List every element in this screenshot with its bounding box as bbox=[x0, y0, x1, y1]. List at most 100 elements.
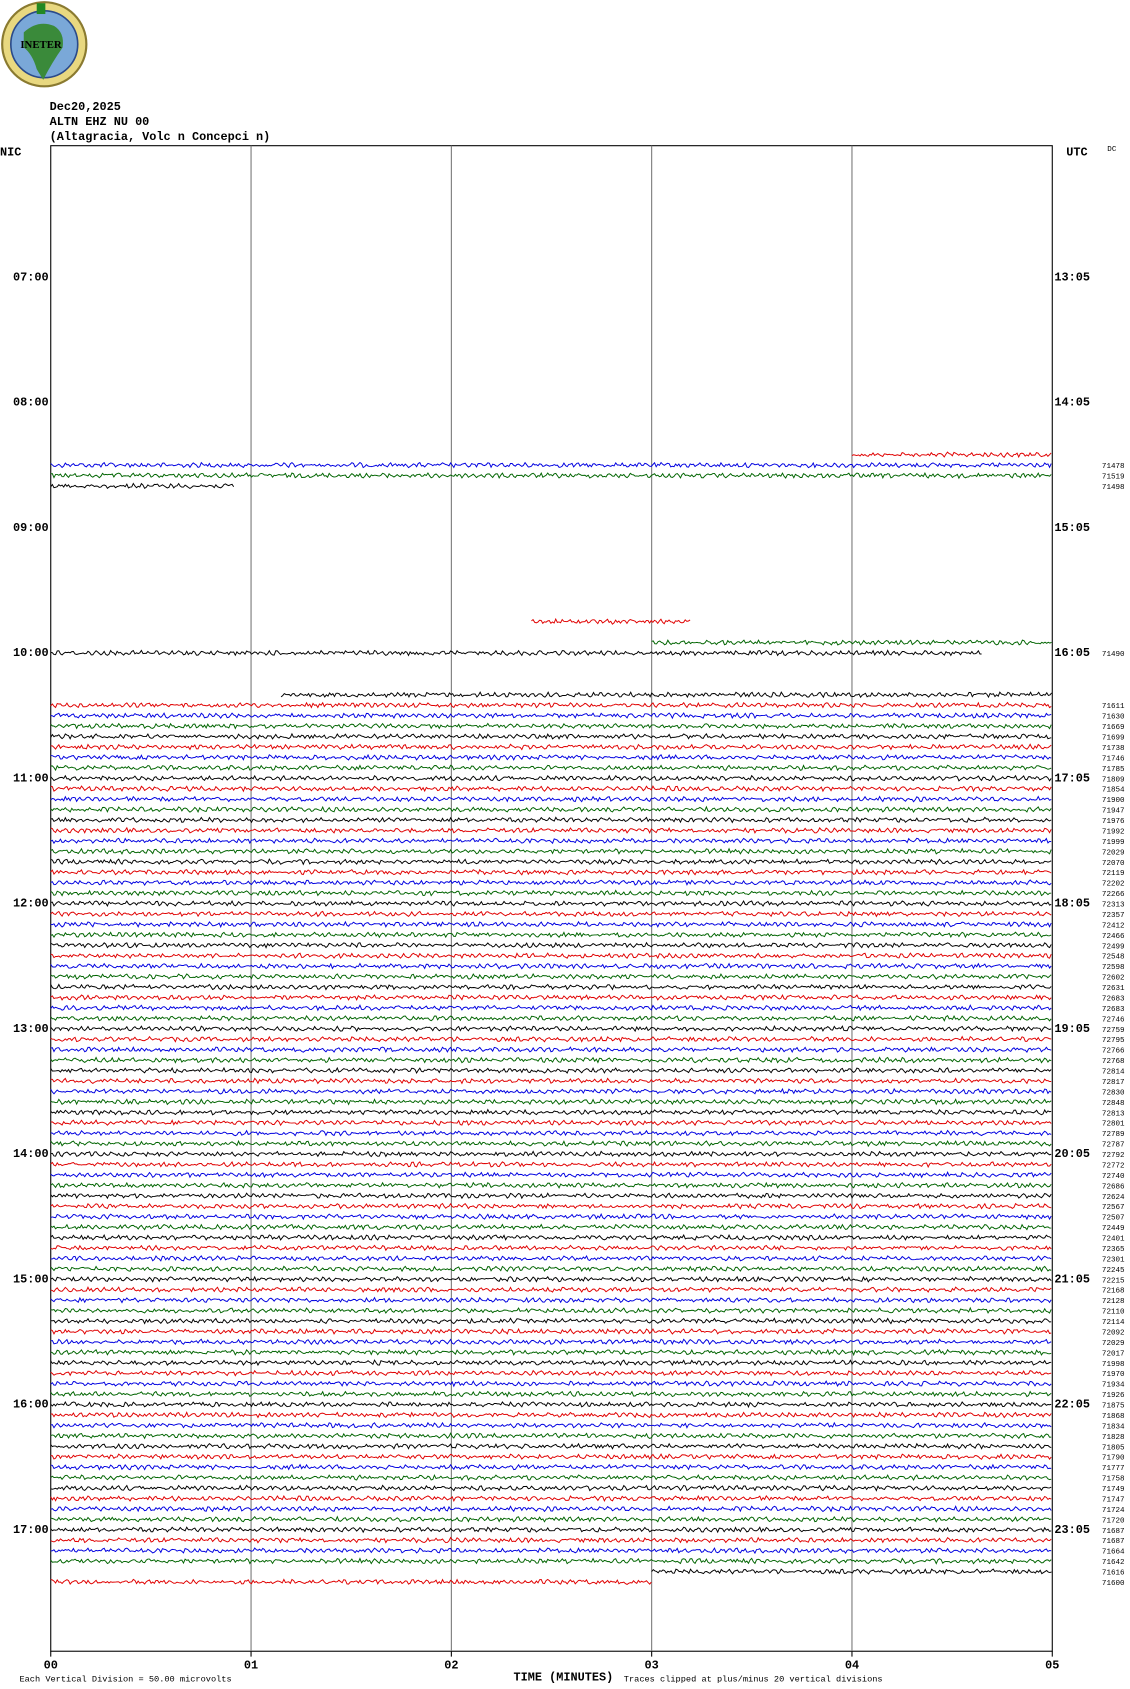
trace bbox=[50, 920, 1052, 929]
trace bbox=[50, 826, 1052, 834]
scale-note: Each Vertical Division = 50.00 microvolt… bbox=[19, 1675, 231, 1685]
dc-label: 71805 bbox=[1102, 1444, 1125, 1452]
trace bbox=[50, 1004, 1052, 1012]
trace bbox=[50, 931, 1052, 939]
dc-label: 71875 bbox=[1102, 1403, 1125, 1411]
dc-label: 71999 bbox=[1102, 839, 1125, 847]
dc-label: 71498 bbox=[1102, 484, 1125, 492]
y-tick-label: 12:00 bbox=[13, 897, 49, 911]
logo-flag bbox=[36, 3, 46, 15]
y-tick-label: 16:00 bbox=[13, 1398, 49, 1412]
logo-text: INETER bbox=[20, 39, 62, 51]
dc-label: 72683 bbox=[1102, 1006, 1125, 1014]
trace bbox=[50, 471, 1052, 480]
dc-label: 71854 bbox=[1102, 787, 1125, 795]
dc-label: 72683 bbox=[1102, 995, 1125, 1003]
y-tick-label: 08:00 bbox=[13, 396, 49, 410]
trace bbox=[50, 1369, 1052, 1377]
plot-frame bbox=[50, 145, 1053, 1652]
dc-label: 71758 bbox=[1102, 1476, 1125, 1484]
dc-label: 72499 bbox=[1102, 943, 1125, 951]
dc-label: 72110 bbox=[1102, 1309, 1125, 1317]
trace bbox=[50, 1098, 1052, 1106]
trace bbox=[50, 1056, 1052, 1064]
trace bbox=[280, 691, 1052, 699]
trace bbox=[50, 1087, 1052, 1095]
trace bbox=[50, 816, 1052, 824]
trace bbox=[50, 1212, 1052, 1221]
trace bbox=[50, 1536, 1052, 1544]
dc-label: 72814 bbox=[1102, 1069, 1125, 1077]
left-zone: NIC bbox=[0, 145, 21, 159]
trace bbox=[50, 1181, 1052, 1189]
trace bbox=[50, 1077, 1052, 1085]
y2-tick-label: 17:05 bbox=[1054, 771, 1090, 785]
y2-tick-label: 22:05 bbox=[1054, 1398, 1090, 1412]
trace bbox=[651, 1568, 1052, 1576]
trace bbox=[851, 451, 1052, 459]
dc-label: 72631 bbox=[1102, 985, 1125, 993]
right-zone: UTC bbox=[1066, 145, 1087, 159]
title-line: (Altagracia, Volc n Concepci n) bbox=[50, 130, 271, 144]
trace bbox=[50, 1160, 1052, 1169]
trace bbox=[50, 1296, 1052, 1304]
dc-label: 71868 bbox=[1102, 1413, 1125, 1421]
trace bbox=[50, 1484, 1052, 1492]
dc-label: 71749 bbox=[1102, 1486, 1125, 1494]
dc-label: 72449 bbox=[1102, 1225, 1125, 1233]
clip-note: Traces clipped at plus/minus 20 vertical… bbox=[624, 1675, 883, 1685]
dc-label: 71900 bbox=[1102, 797, 1125, 805]
dc-label: 72466 bbox=[1102, 933, 1125, 941]
dc-label: 72795 bbox=[1102, 1037, 1125, 1045]
x-tick-label: 01 bbox=[244, 1658, 258, 1672]
x-tick-label: 02 bbox=[444, 1658, 458, 1672]
y-tick-label: 11:00 bbox=[13, 771, 49, 785]
dc-label: 71687 bbox=[1102, 1528, 1125, 1536]
trace bbox=[50, 962, 1052, 970]
trace bbox=[50, 1338, 1052, 1346]
dc-label: 72029 bbox=[1102, 1340, 1125, 1348]
dc-label: 71998 bbox=[1102, 1361, 1125, 1369]
trace bbox=[50, 1108, 1052, 1116]
dc-label: 72266 bbox=[1102, 891, 1125, 899]
y-tick-label: 15:00 bbox=[13, 1272, 49, 1286]
dc-label: 71834 bbox=[1102, 1423, 1125, 1431]
trace bbox=[50, 482, 235, 490]
y-tick-label: 10:00 bbox=[13, 646, 49, 660]
dc-label: 72168 bbox=[1102, 1288, 1125, 1296]
dc-label: 72412 bbox=[1102, 922, 1125, 930]
trace bbox=[50, 1547, 1052, 1555]
dc-label: 71828 bbox=[1102, 1434, 1125, 1442]
y-tick-label: 13:00 bbox=[13, 1022, 49, 1036]
dc-label: 72401 bbox=[1102, 1236, 1125, 1244]
dc-label: 72830 bbox=[1102, 1089, 1125, 1097]
trace bbox=[50, 1515, 1052, 1523]
dc-label: 72365 bbox=[1102, 1246, 1125, 1254]
logo-land bbox=[23, 23, 63, 80]
dc-label: 71992 bbox=[1102, 828, 1125, 836]
dc-label: 71478 bbox=[1102, 463, 1125, 471]
trace bbox=[50, 1035, 1052, 1043]
trace bbox=[50, 1411, 1052, 1419]
trace bbox=[50, 805, 1052, 814]
trace bbox=[50, 1265, 1052, 1273]
dc-label: 71600 bbox=[1102, 1580, 1125, 1588]
dc-label: 72792 bbox=[1102, 1152, 1125, 1160]
dc-label: 72119 bbox=[1102, 870, 1125, 878]
dc-label: 71642 bbox=[1102, 1559, 1125, 1567]
dc-label: 72817 bbox=[1102, 1079, 1125, 1087]
trace bbox=[50, 910, 1052, 918]
dc-label: 71630 bbox=[1102, 714, 1125, 722]
dc-label: 72215 bbox=[1102, 1277, 1125, 1285]
dc-label: 71616 bbox=[1102, 1570, 1125, 1578]
dc-label: 71970 bbox=[1102, 1371, 1125, 1379]
dc-header: DC bbox=[1107, 146, 1117, 154]
dc-label: 71809 bbox=[1102, 776, 1125, 784]
trace bbox=[50, 1401, 1052, 1409]
trace bbox=[50, 1306, 1052, 1314]
trace bbox=[50, 1348, 1052, 1357]
dc-label: 72740 bbox=[1102, 1173, 1125, 1181]
dc-label: 72602 bbox=[1102, 975, 1125, 983]
dc-label: 72746 bbox=[1102, 1016, 1125, 1024]
